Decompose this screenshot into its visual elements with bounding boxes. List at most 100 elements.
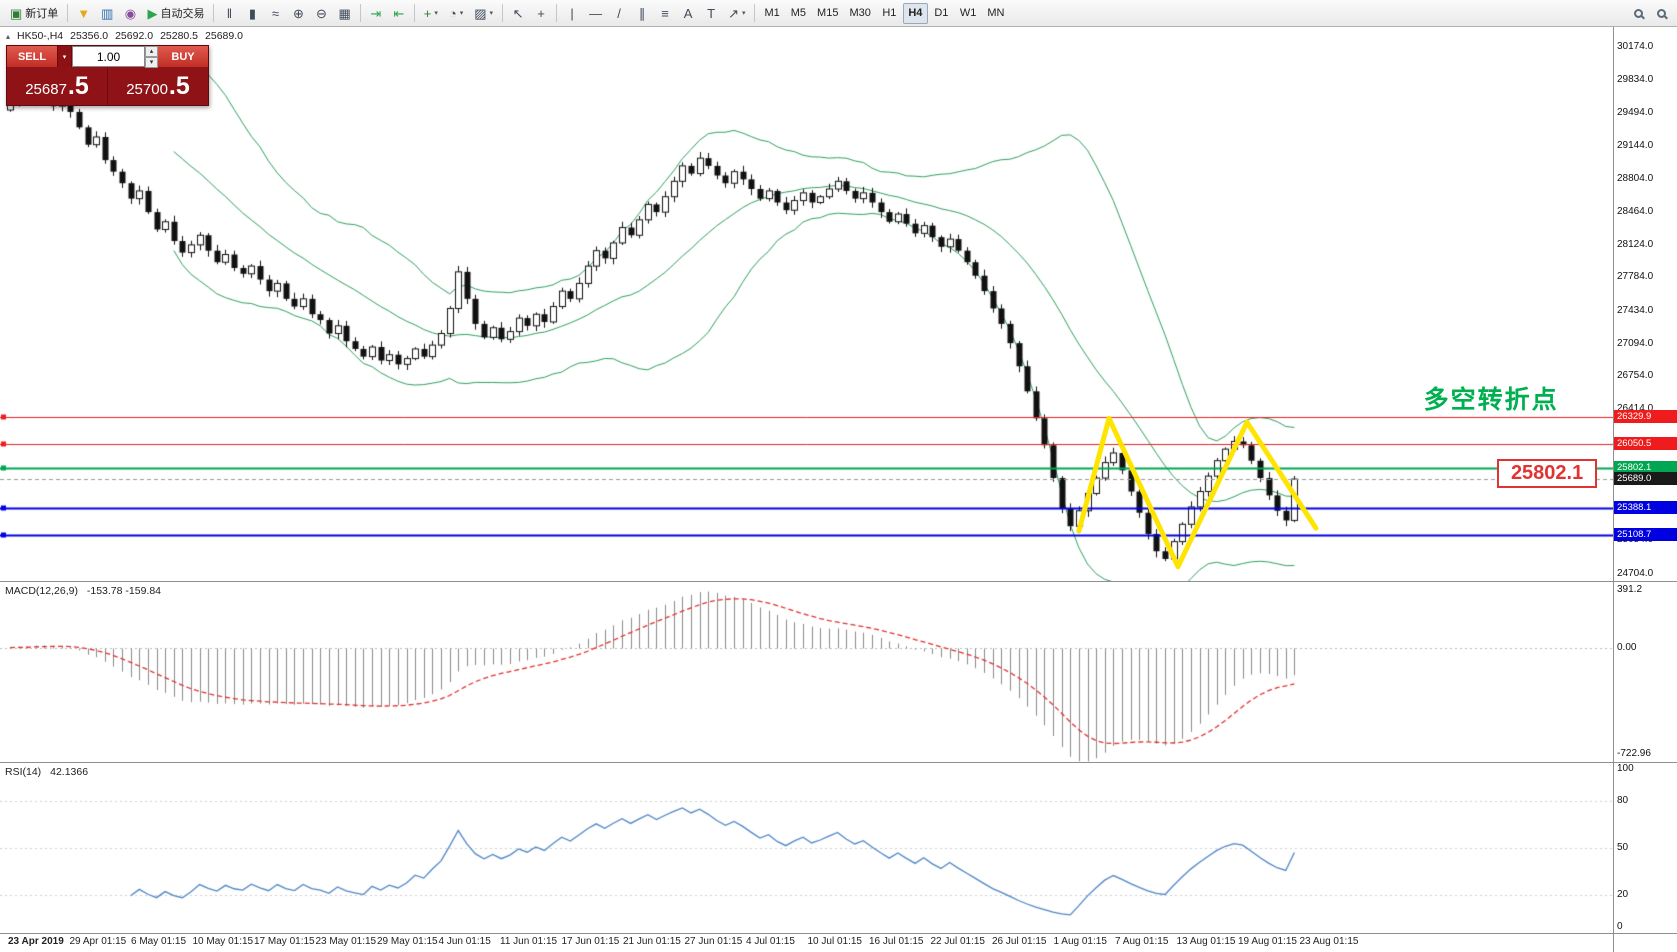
zoom-out-icon: ⊖ [316, 5, 327, 21]
rsi-axis-tick: 0 [1617, 921, 1623, 932]
time-axis-label: 23 May 01:15 [315, 936, 377, 947]
line-chart-button[interactable]: ≈ [264, 3, 286, 24]
sell-button[interactable]: SELL [7, 46, 57, 67]
rsi-canvas[interactable] [0, 763, 1613, 933]
price-chart-canvas[interactable] [0, 27, 1613, 581]
timeframe-h1-button-label: H1 [882, 7, 897, 19]
ohlc-high: 25692.0 [115, 30, 154, 42]
buy-price-int: 25700 [126, 80, 168, 98]
indicators-button[interactable]: + ▾ [419, 3, 443, 24]
arrows-button[interactable]: ↗ ▾ [723, 3, 750, 24]
chevron-down-icon: ▾ [489, 10, 494, 17]
sell-price-frac: .5 [67, 71, 89, 100]
crosshair-icon: + [537, 5, 545, 21]
zoom-in-button[interactable]: ⊕ [287, 3, 309, 24]
horizontal-line-button[interactable]: — [584, 3, 607, 24]
cursor-button[interactable]: ↖ [507, 3, 529, 24]
price-axis-tick: 28804.0 [1617, 172, 1654, 184]
crosshair-button[interactable]: + [530, 3, 552, 24]
bar-chart-button[interactable]: ‖ [218, 3, 240, 24]
volume-input[interactable] [72, 46, 145, 67]
fibonacci-button[interactable]: ≡ [654, 3, 676, 24]
timeframe-m15-button[interactable]: M15 [812, 3, 843, 24]
templates-button[interactable]: ▨ ▾ [469, 3, 498, 24]
timeframe-m5-button[interactable]: M5 [786, 3, 811, 24]
macd-label: MACD(12,26,9) -153.78 -159.84 [5, 585, 161, 597]
price-axis-tick: 27784.0 [1617, 271, 1654, 283]
price-line-label: 26329.9 [1614, 410, 1677, 424]
toolbar-separator [754, 4, 756, 22]
volume-increase-button[interactable]: ▴ [145, 46, 158, 57]
zigzag-annotation[interactable] [0, 27, 1613, 581]
time-axis-label: 13 Aug 01:15 [1176, 936, 1236, 947]
macd-axis[interactable]: 391.2 0.00 -722.96 [1613, 582, 1677, 763]
time-axis-label: 23 Aug 01:15 [1299, 936, 1359, 947]
time-axis-label: 4 Jul 01:15 [746, 936, 795, 947]
rsi-axis-tick: 50 [1617, 842, 1629, 853]
text-button[interactable]: A [677, 3, 699, 24]
timeframe-h4-button[interactable]: H4 [902, 2, 928, 24]
ohlc-low: 25280.5 [160, 30, 199, 42]
new-order-button[interactable]: ▣ 新订单 [5, 3, 63, 24]
symbol-search-button[interactable] [1627, 3, 1649, 24]
zoom-out-button[interactable]: ⊖ [310, 3, 332, 24]
macd-canvas[interactable] [0, 582, 1613, 762]
buy-button[interactable]: BUY [158, 46, 208, 67]
time-axis-label: 6 May 01:15 [131, 936, 187, 947]
trendline-button[interactable]: / [608, 3, 630, 24]
timeframe-m1-button-label: M1 [764, 7, 780, 19]
price-line-label: 25802.1 [1614, 461, 1677, 475]
periods-button[interactable]: ◔ ▾ [444, 3, 468, 24]
timeframe-d1-button[interactable]: D1 [929, 3, 954, 24]
time-axis-label: 1 Aug 01:15 [1053, 936, 1107, 947]
timeframe-m1-button[interactable]: M1 [759, 3, 784, 24]
data-window-button[interactable]: ◉ [119, 3, 141, 24]
text-label-button[interactable]: T [700, 3, 722, 24]
text-icon: A [683, 5, 693, 21]
rsi-name: RSI(14) [5, 766, 42, 778]
volume-decrease-button[interactable]: ▾ [145, 57, 158, 68]
candlestick-icon: ▮ [248, 5, 257, 21]
price-axis-tick: 29494.0 [1617, 106, 1654, 118]
indicators-list-button[interactable]: ▼ [72, 3, 95, 24]
tile-windows-button[interactable]: ▦ [333, 3, 355, 24]
price-divider [107, 67, 108, 105]
price-callout-box[interactable]: 25802.1 [1496, 458, 1598, 488]
chart-shift-button[interactable]: ⇤ [388, 3, 410, 24]
rsi-axis-tick: 80 [1617, 794, 1629, 806]
market-watch-button[interactable]: ▥ [96, 3, 118, 24]
rsi-value: 42.1366 [50, 766, 89, 778]
turning-point-note[interactable]: 多空转折点 [1423, 386, 1559, 415]
ohlc-close: 25689.0 [205, 30, 243, 42]
macd-axis-tick: -722.96 [1617, 748, 1651, 759]
arrow-icon: ↗ [728, 5, 739, 21]
time-axis-label: 17 Jun 01:15 [561, 936, 620, 947]
candlestick-chart-button[interactable]: ▮ [241, 3, 263, 24]
auto-scroll-icon: ⇥ [370, 5, 382, 21]
volume-dropdown-button[interactable]: ▾ [57, 46, 72, 67]
time-axis[interactable]: 23 Apr 2019 29 Apr 01:15 6 May 01:15 10 May… [0, 934, 1613, 952]
zoom-tool-button[interactable] [1650, 3, 1672, 24]
ohlc-open: 25356.0 [70, 30, 109, 42]
search-icon [1633, 8, 1643, 18]
timeframe-mn-button[interactable]: MN [982, 3, 1009, 24]
auto-trading-button[interactable]: ▶ 自动交易 [142, 3, 209, 24]
macd-axis-tick: 0.00 [1617, 641, 1637, 653]
buy-price-frac: .5 [168, 71, 190, 100]
chevron-down-icon: ▾ [459, 10, 464, 17]
chevron-down-icon: ▾ [62, 53, 67, 61]
price-line-label: 25388.1 [1614, 501, 1677, 515]
timeframe-h1-button[interactable]: H1 [877, 3, 902, 24]
auto-scroll-button[interactable]: ⇥ [365, 3, 387, 24]
channel-button[interactable]: ∥ [631, 3, 653, 24]
time-axis-label: 21 Jun 01:15 [623, 936, 681, 947]
vertical-line-button[interactable]: | [561, 3, 583, 24]
timeframe-m30-button[interactable]: M30 [844, 3, 875, 24]
macd-values: -153.78 -159.84 [86, 585, 162, 597]
time-axis-label: 29 Apr 01:15 [69, 936, 127, 947]
rsi-axis[interactable]: 100 80 50 20 0 [1613, 763, 1677, 934]
price-axis[interactable]: 30174.0 29834.0 29494.0 29144.0 28804.0 28464… [1613, 27, 1677, 582]
rsi-panel: RSI(14) 42.1366 [0, 763, 1613, 934]
timeframe-w1-button[interactable]: W1 [955, 3, 982, 24]
